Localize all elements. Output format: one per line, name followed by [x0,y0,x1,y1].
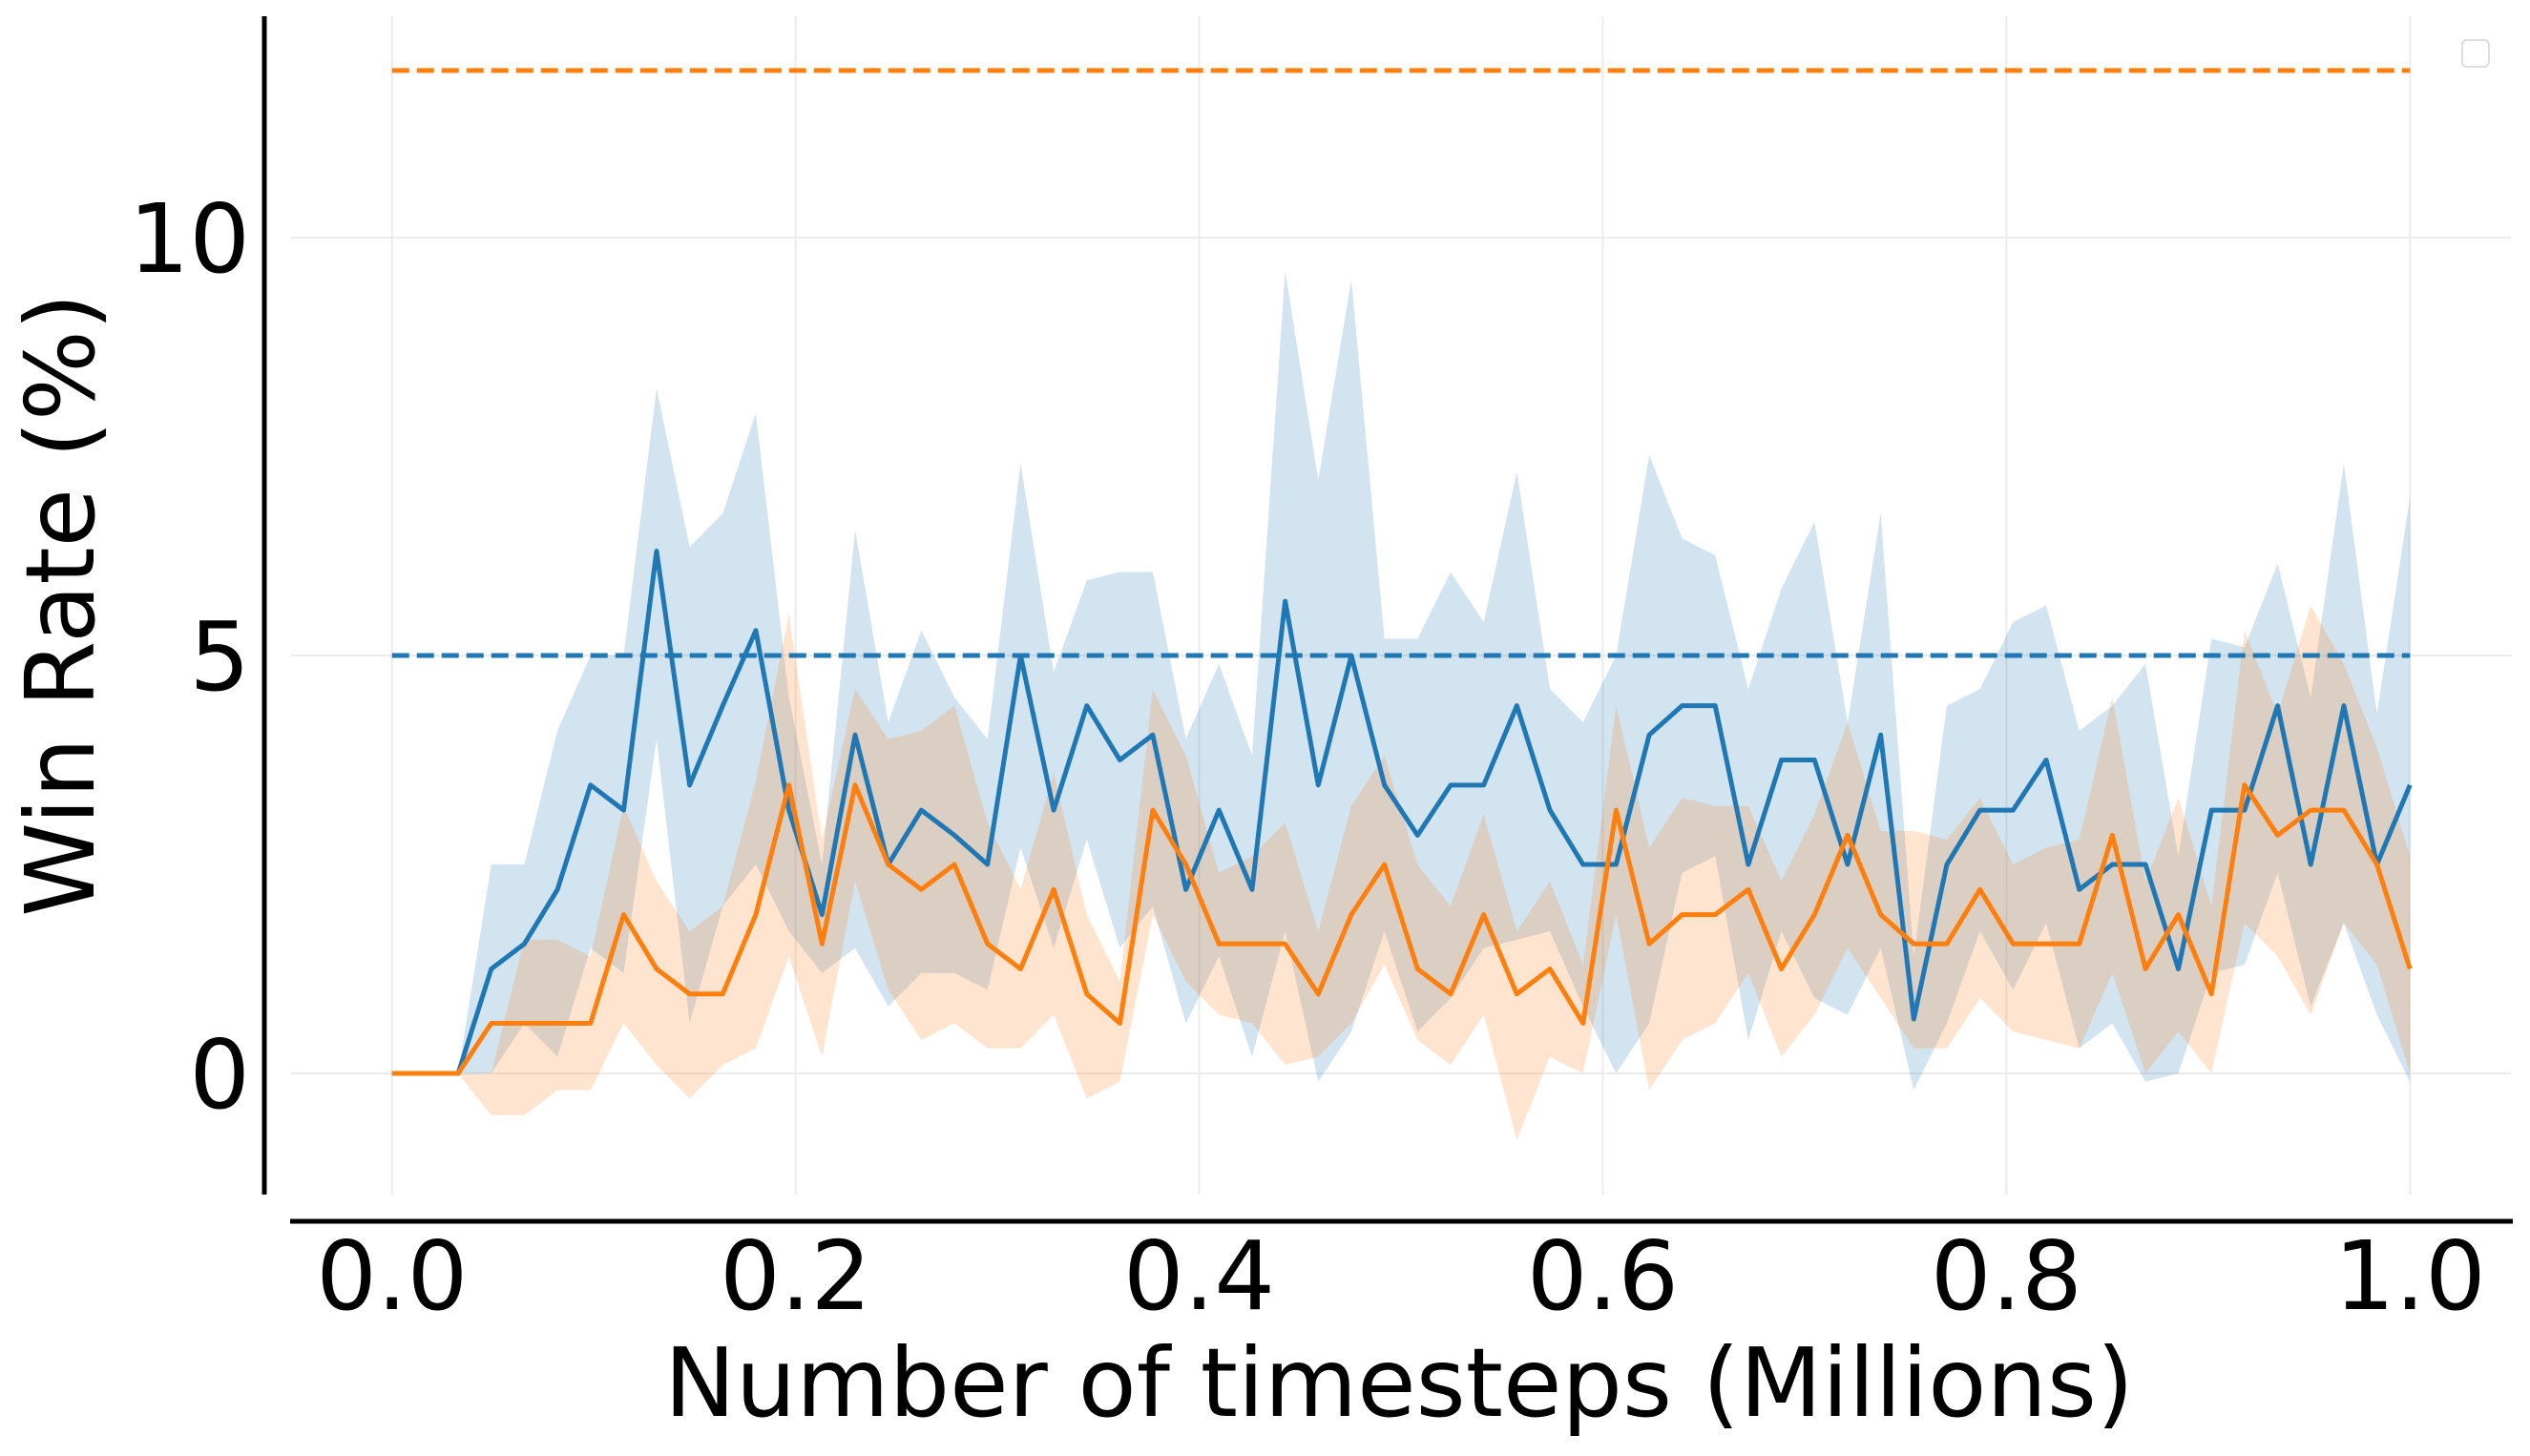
confidence-band [391,271,2411,1091]
legend-box [2461,39,2490,68]
y-tick-label: 5 [189,601,250,713]
x-tick-label: 1.0 [2334,1220,2486,1332]
y-tick-label: 10 [129,183,250,295]
x-tick-label: 0.0 [316,1220,468,1332]
series-line [391,549,2413,1076]
x-tick-label: 0.6 [1527,1220,1679,1332]
y-tick-label: 0 [189,1019,250,1131]
x-tick-label: 0.2 [720,1220,871,1332]
confidence-band [391,605,2411,1141]
x-tick-label: 0.4 [1123,1220,1275,1332]
x-axis-label: Number of timesteps (Millions) [664,1327,2134,1439]
y-axis-label: Win Rate (%) [5,293,116,917]
series-line [391,782,2413,1076]
x-tick-label: 0.8 [1931,1220,2082,1332]
